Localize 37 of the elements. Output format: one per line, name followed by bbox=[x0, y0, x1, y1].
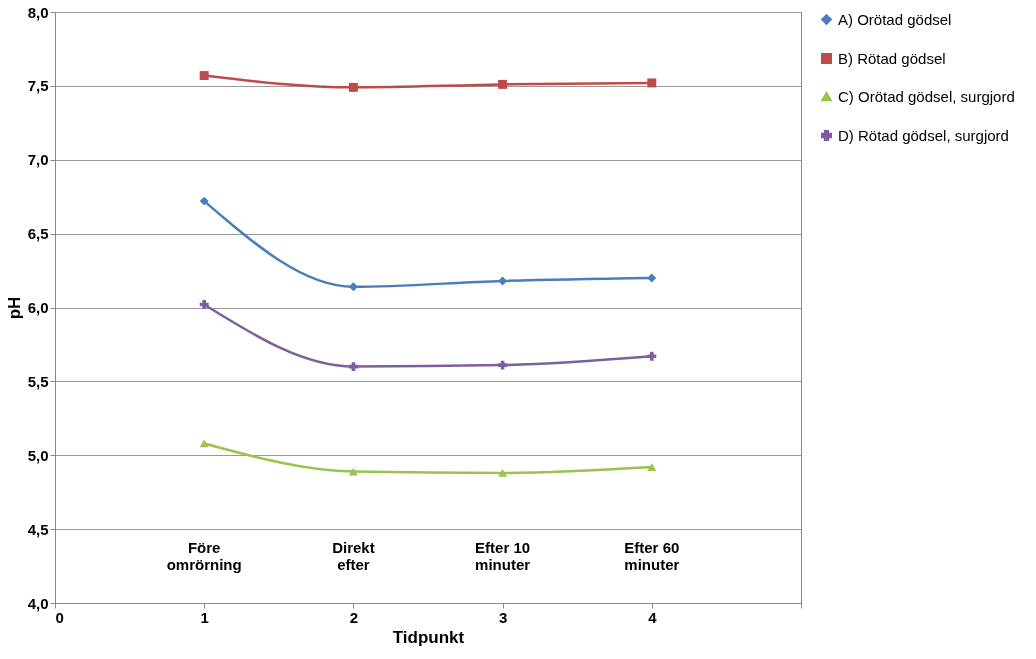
point bbox=[498, 79, 508, 89]
x-tick-label: 1 bbox=[200, 608, 209, 626]
point bbox=[647, 273, 657, 283]
y-tick-label: 6,5 bbox=[27, 225, 49, 243]
y-tick-label: 5,5 bbox=[27, 372, 49, 390]
point bbox=[647, 78, 657, 88]
point bbox=[199, 439, 209, 448]
y-tick-label: 4,5 bbox=[27, 520, 49, 538]
point bbox=[348, 282, 358, 292]
y-tick-label: 7,5 bbox=[27, 77, 49, 95]
point bbox=[348, 82, 358, 92]
legend-label: B) Rötad gödsel bbox=[838, 49, 946, 67]
x-tick-label: 4 bbox=[648, 608, 658, 626]
x-tick-label: 3 bbox=[498, 608, 508, 626]
legend-label: D) Rötad gödsel, surgjord bbox=[838, 126, 1009, 144]
annotation: Efter 10 minuter bbox=[475, 539, 531, 573]
point bbox=[199, 300, 209, 310]
point bbox=[199, 71, 209, 80]
point bbox=[647, 351, 657, 361]
point bbox=[647, 463, 657, 471]
annotation: Direkt efter bbox=[332, 539, 375, 573]
y-axis-title: pH bbox=[4, 296, 24, 320]
y-tick-label: 4,0 bbox=[27, 594, 49, 612]
x-tick-label: 0 bbox=[55, 608, 64, 626]
annotation: Före omrörning bbox=[166, 539, 242, 573]
y-tick-label: 6,0 bbox=[27, 299, 49, 316]
annotation: Efter 60 minuter bbox=[624, 539, 680, 573]
y-tick-label: 7,0 bbox=[27, 151, 49, 169]
point bbox=[498, 360, 508, 370]
y-tick-label: 5,0 bbox=[27, 446, 49, 464]
legend-label: A) Orötad gödsel bbox=[838, 10, 952, 28]
legend-label: C) Orötad gödsel, surgjord bbox=[838, 87, 1015, 105]
point bbox=[498, 469, 508, 477]
y-tick-label: 8,0 bbox=[27, 3, 49, 21]
point bbox=[199, 196, 209, 206]
x-axis-title: Tidpunkt bbox=[392, 627, 465, 647]
x-tick-label: 2 bbox=[349, 608, 359, 626]
